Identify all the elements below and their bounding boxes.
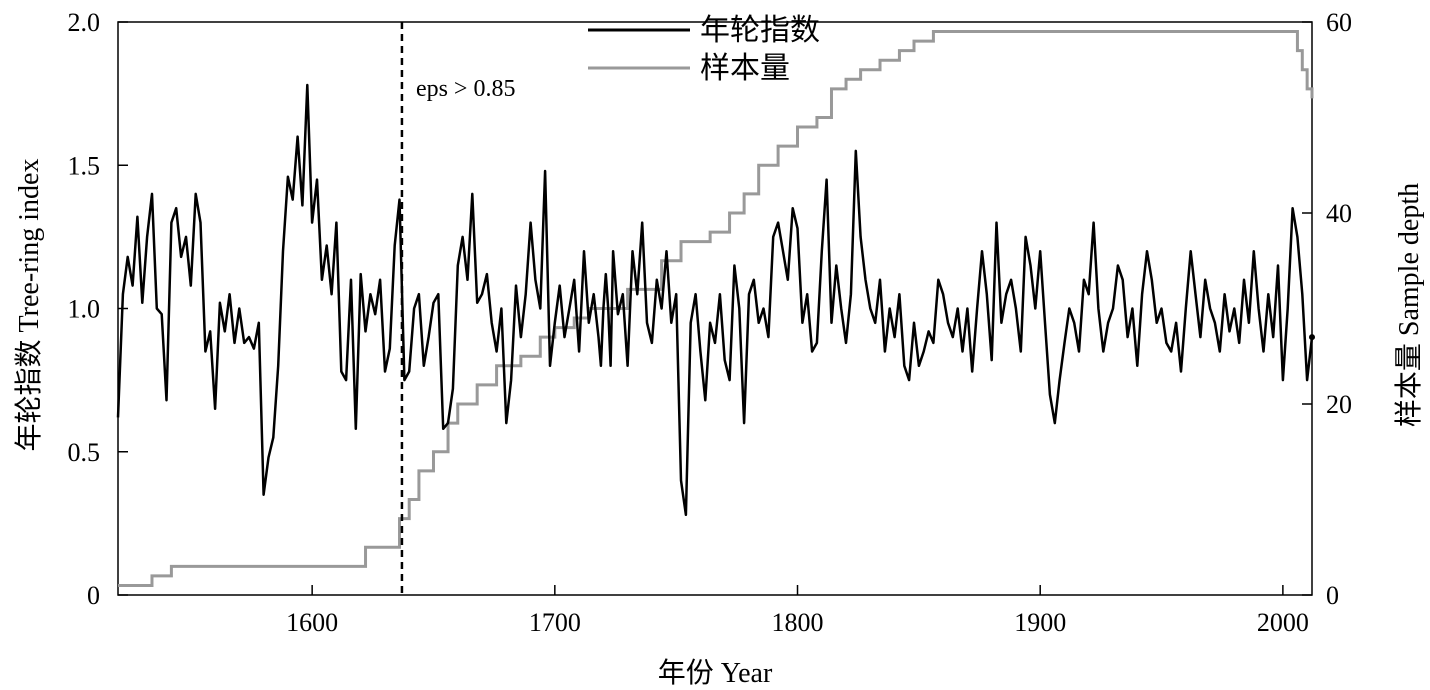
y-axis-label-left: 年轮指数 Tree-ring index [13, 159, 45, 452]
x-tick-label: 1800 [772, 608, 824, 637]
y-tick-label-left: 1.5 [68, 151, 101, 180]
y-tick-label-left: 0.5 [68, 438, 101, 467]
series-sample-depth [118, 30, 1314, 587]
index-endpoint [1309, 334, 1315, 341]
series-tree-ring-index [116, 83, 1315, 517]
legend: 年轮指数 样本量 [588, 14, 820, 85]
x-tick-label: 1600 [286, 608, 338, 637]
y-tick-label-left: 1.0 [68, 295, 101, 324]
legend-label-depth: 样本量 [700, 52, 790, 85]
tick-labels: 1600 1700 1800 1900 2000 0 0.5 1.0 1.5 2.0 0 20 40 60 [68, 8, 1353, 637]
x-tick-label: 2000 [1257, 608, 1309, 637]
y-tick-label-left: 2.0 [68, 8, 101, 37]
y-tick-label-right: 0 [1326, 581, 1339, 610]
eps-annotation: eps > 0.85 [416, 76, 516, 102]
axes [117, 21, 1313, 596]
x-tick-label: 1900 [1014, 608, 1066, 637]
y-axis-label-right: 样本量 Sample depth [1393, 183, 1425, 427]
sample-depth-line [118, 30, 1314, 587]
y-tick-label-left: 0 [87, 581, 100, 610]
x-axis-label: 年份 Year [658, 657, 773, 689]
y-tick-label-right: 60 [1326, 8, 1352, 37]
x-tick-label: 1700 [529, 608, 581, 637]
legend-label-index: 年轮指数 [700, 14, 820, 47]
tree-ring-index-line [116, 83, 1314, 517]
y-tick-label-right: 20 [1326, 390, 1352, 419]
y-tick-label-right: 40 [1326, 199, 1352, 228]
